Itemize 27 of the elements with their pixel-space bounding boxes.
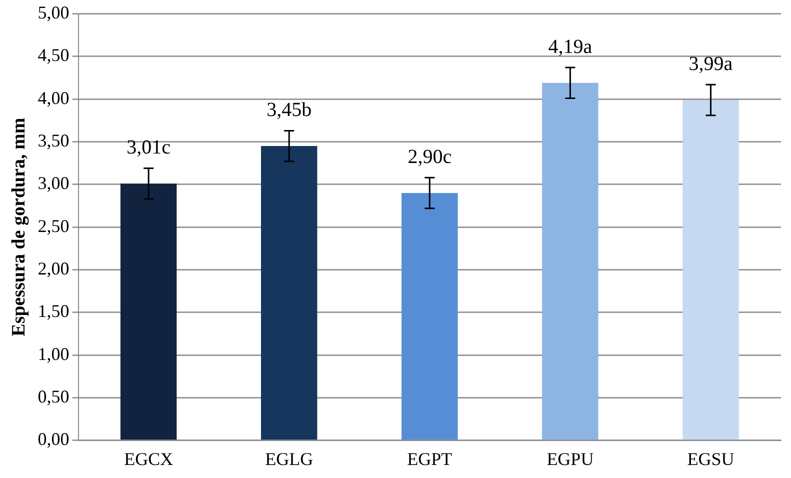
bar — [402, 192, 458, 440]
y-axis-title: Espessura de gordura, mm — [8, 118, 30, 336]
y-tick-label: 0,50 — [38, 386, 70, 406]
y-tick-label: 1,00 — [38, 344, 70, 364]
data-label: 3,45b — [266, 98, 312, 121]
bar — [682, 100, 739, 440]
y-tick-label: 3,00 — [38, 173, 70, 194]
x-tick-label: EGPT — [407, 448, 452, 469]
y-tick-label: 4,00 — [38, 88, 70, 108]
data-label: 2,90c — [408, 146, 452, 168]
x-tick-label: EGPU — [546, 448, 594, 469]
bar — [120, 184, 177, 440]
data-label: 3,99a — [688, 52, 733, 75]
x-tick-label: EGSU — [687, 448, 734, 469]
data-label: 4,19a — [548, 36, 592, 58]
y-tick-label: 5,00 — [38, 2, 70, 23]
y-tick-label: 1,50 — [38, 301, 70, 322]
x-tick-label: EGCX — [124, 448, 174, 469]
y-tick-label: 0,00 — [38, 429, 70, 450]
y-tick-label: 2,00 — [38, 258, 70, 278]
y-tick-label: 3,50 — [38, 130, 70, 151]
y-tick-label: 4,50 — [38, 45, 70, 66]
data-label: 3,01c — [126, 136, 171, 158]
x-tick-label: EGLG — [265, 448, 314, 469]
y-tick-label: 2,50 — [38, 216, 70, 236]
bar — [542, 82, 598, 440]
bar — [261, 146, 318, 440]
